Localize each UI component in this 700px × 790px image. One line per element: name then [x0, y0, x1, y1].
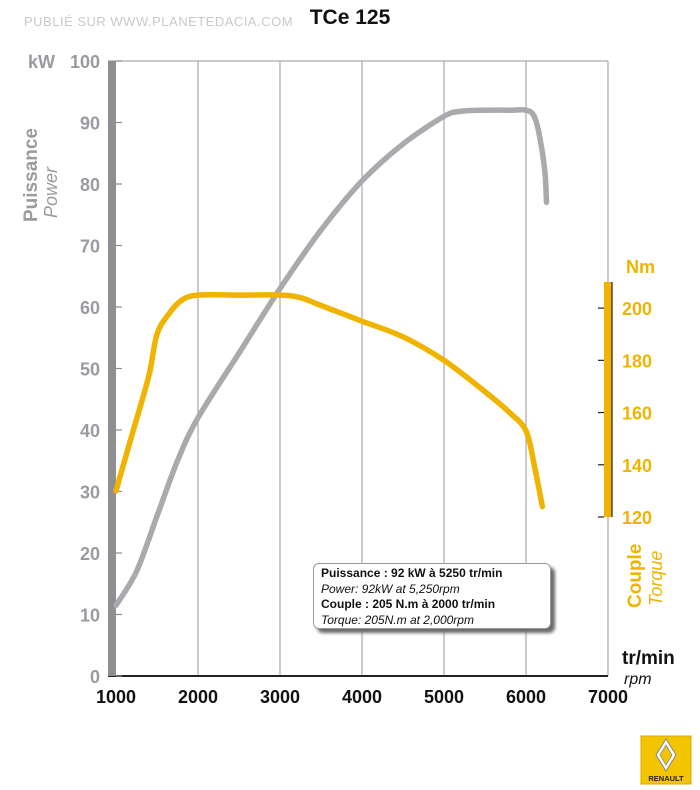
y-left-tick-label: 60	[80, 298, 100, 318]
y-left-tick-label: 50	[80, 360, 100, 380]
x-axis-title-en: rpm	[624, 671, 652, 688]
y-left-axis-bar	[108, 61, 116, 676]
y-left-unit-label: kW	[28, 52, 55, 72]
y-left-tick-label: 80	[80, 175, 100, 195]
torque-spec-en: Torque: 205N.m at 2,000rpm	[321, 612, 474, 627]
power-curve	[113, 107, 550, 609]
x-tick-label: 4000	[342, 687, 382, 707]
x-tick-label: 1000	[96, 687, 136, 707]
y-right-tick-label: 120	[622, 508, 652, 528]
y-left-tick-label: 40	[80, 421, 100, 441]
y-left-axis-title-en: Power	[41, 166, 61, 218]
y-left-tick-label: 70	[80, 237, 100, 257]
x-tick-label: 3000	[260, 687, 300, 707]
y-right-tick-label: 160	[622, 404, 652, 424]
y-left-tick-label: 30	[80, 483, 100, 503]
y-left-tick-label: 10	[80, 606, 100, 626]
x-tick-label: 6000	[506, 687, 546, 707]
chart-title: TCe 125	[309, 6, 391, 29]
x-axis-title: tr/min	[622, 648, 675, 669]
y-right-axis-title: Couple	[625, 544, 646, 608]
torque-spec-fr: Couple : 205 N.m à 2000 tr/min	[321, 597, 496, 611]
spec-legend-box: Puissance : 92 kW à 5250 tr/min Power: 9…	[313, 563, 551, 629]
renault-diamond-icon: RENAULT	[640, 735, 692, 785]
y-left-axis-title: Puissance	[21, 128, 42, 222]
power-spec-en: Power: 92kW at 5,250rpm	[321, 581, 460, 596]
logo-brand-text: RENAULT	[648, 774, 684, 783]
y-right-tick-label: 140	[622, 456, 652, 476]
y-right-axis-title-en: Torque	[646, 551, 666, 606]
x-tick-label: 7000	[588, 687, 628, 707]
x-tick-label: 5000	[424, 687, 464, 707]
y-left-tick-label: 90	[80, 114, 100, 134]
y-right-tick-label: 200	[622, 299, 652, 319]
y-right-unit-label: Nm	[626, 257, 655, 277]
y-right-tick-label: 180	[622, 351, 652, 371]
y-left-tick-label: 0	[90, 667, 100, 687]
watermark: PUBLIÉ SUR WWW.PLANETEDACIA.COM	[24, 14, 294, 29]
y-right-axis-bar	[604, 282, 612, 517]
x-tick-label: 2000	[178, 687, 218, 707]
torque-curve	[113, 291, 546, 510]
y-left-tick-label: 20	[80, 544, 100, 564]
renault-logo: RENAULT	[640, 735, 692, 785]
y-left-tick-label: 100	[70, 52, 100, 72]
power-spec-fr: Puissance : 92 kW à 5250 tr/min	[321, 566, 503, 580]
